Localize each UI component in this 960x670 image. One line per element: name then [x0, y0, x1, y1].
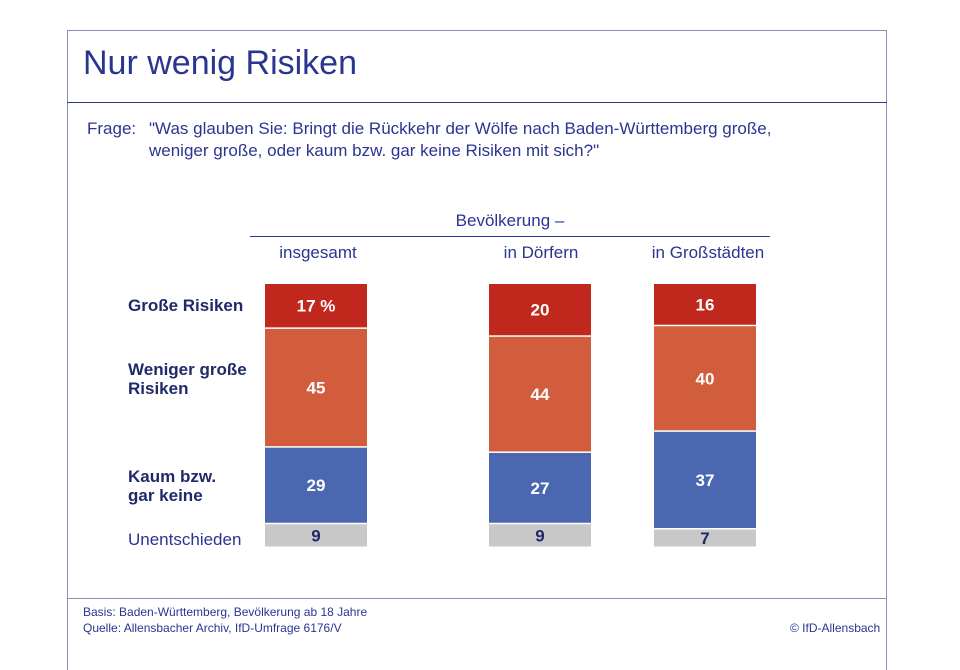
row-label-kaum-line2: gar keine — [128, 486, 203, 505]
chart-title: Nur wenig Risiken — [83, 44, 357, 82]
bar-value-label-2-col-2: 44 — [531, 385, 550, 404]
chart-frame — [67, 30, 887, 670]
row-label-kaum: Kaum bzw. gar keine — [128, 467, 216, 505]
group-heading: Bevölkerung – — [455, 211, 565, 230]
bar-value-label-3-col-2: 27 — [531, 479, 550, 498]
bar-segment-4-col-2 — [489, 524, 591, 547]
bar-value-label-1-col-3: 16 — [696, 295, 715, 314]
row-label-weniger-line2: Risiken — [128, 379, 189, 398]
question-line-1: "Was glauben Sie: Bringt die Rückkehr de… — [149, 119, 772, 138]
bar-value-label-4-col-2: 9 — [535, 526, 544, 545]
bar-segment-3-col-3 — [654, 431, 756, 529]
bar-segment-4-col-3 — [654, 529, 756, 547]
question-label: Frage: — [87, 119, 137, 138]
bar-segment-2-col-2 — [489, 336, 591, 452]
bar-value-label-4-col-3: 7 — [700, 529, 709, 548]
row-label-weniger-line1: Weniger große — [128, 360, 247, 379]
bar-segment-2-col-3 — [654, 326, 756, 431]
bar-segment-1-col-2 — [489, 284, 591, 336]
row-label-grosse-risiken: Große Risiken — [128, 296, 244, 315]
title-rule — [67, 102, 887, 103]
bar-segment-1-col-1 — [265, 284, 367, 328]
row-label-unentschieden: Unentschieden — [128, 530, 242, 549]
row-label-weniger-grosse-risiken: Weniger große Risiken — [128, 360, 247, 398]
bar-value-label-3-col-3: 37 — [696, 471, 715, 490]
row-label-kaum-line1: Kaum bzw. — [128, 467, 217, 486]
bar-value-label-2-col-3: 40 — [696, 369, 715, 388]
footer-rule — [67, 598, 887, 599]
question-line-2: weniger große, oder kaum bzw. gar keine … — [149, 141, 600, 160]
footer-basis: Basis: Baden-Württemberg, Bevölkerung ab… — [83, 605, 368, 619]
column-header-doerfer: in Dörfern — [503, 243, 579, 262]
group-rule — [250, 236, 770, 237]
bar-segment-1-col-3 — [654, 284, 756, 325]
stacked-bar-chart: 17 % 45 29 9 20 44 27 9 16 40 37 7 — [265, 284, 756, 548]
bar-segment-3-col-1 — [265, 447, 367, 523]
bar-value-label-1-col-1: 17 % — [297, 297, 336, 316]
bar-value-label-1-col-2: 20 — [531, 301, 550, 320]
bar-segment-4-col-1 — [265, 524, 367, 547]
bar-value-label-3-col-1: 29 — [307, 476, 326, 495]
bar-segment-3-col-2 — [489, 452, 591, 523]
bar-value-label-2-col-1: 45 — [307, 379, 326, 398]
bar-segment-2-col-1 — [265, 328, 367, 447]
bar-value-label-4-col-1: 9 — [311, 526, 320, 545]
question-text: Frage: "Was glauben Sie: Bringt die Rückk… — [87, 118, 771, 162]
column-header-grossstaedte: in Großstädten — [651, 243, 765, 262]
footer-quelle: Quelle: Allensbacher Archiv, IfD-Umfrage… — [83, 621, 342, 635]
column-header-insgesamt: insgesamt — [279, 243, 357, 262]
footer-copyright: © IfD-Allensbach — [790, 621, 881, 635]
